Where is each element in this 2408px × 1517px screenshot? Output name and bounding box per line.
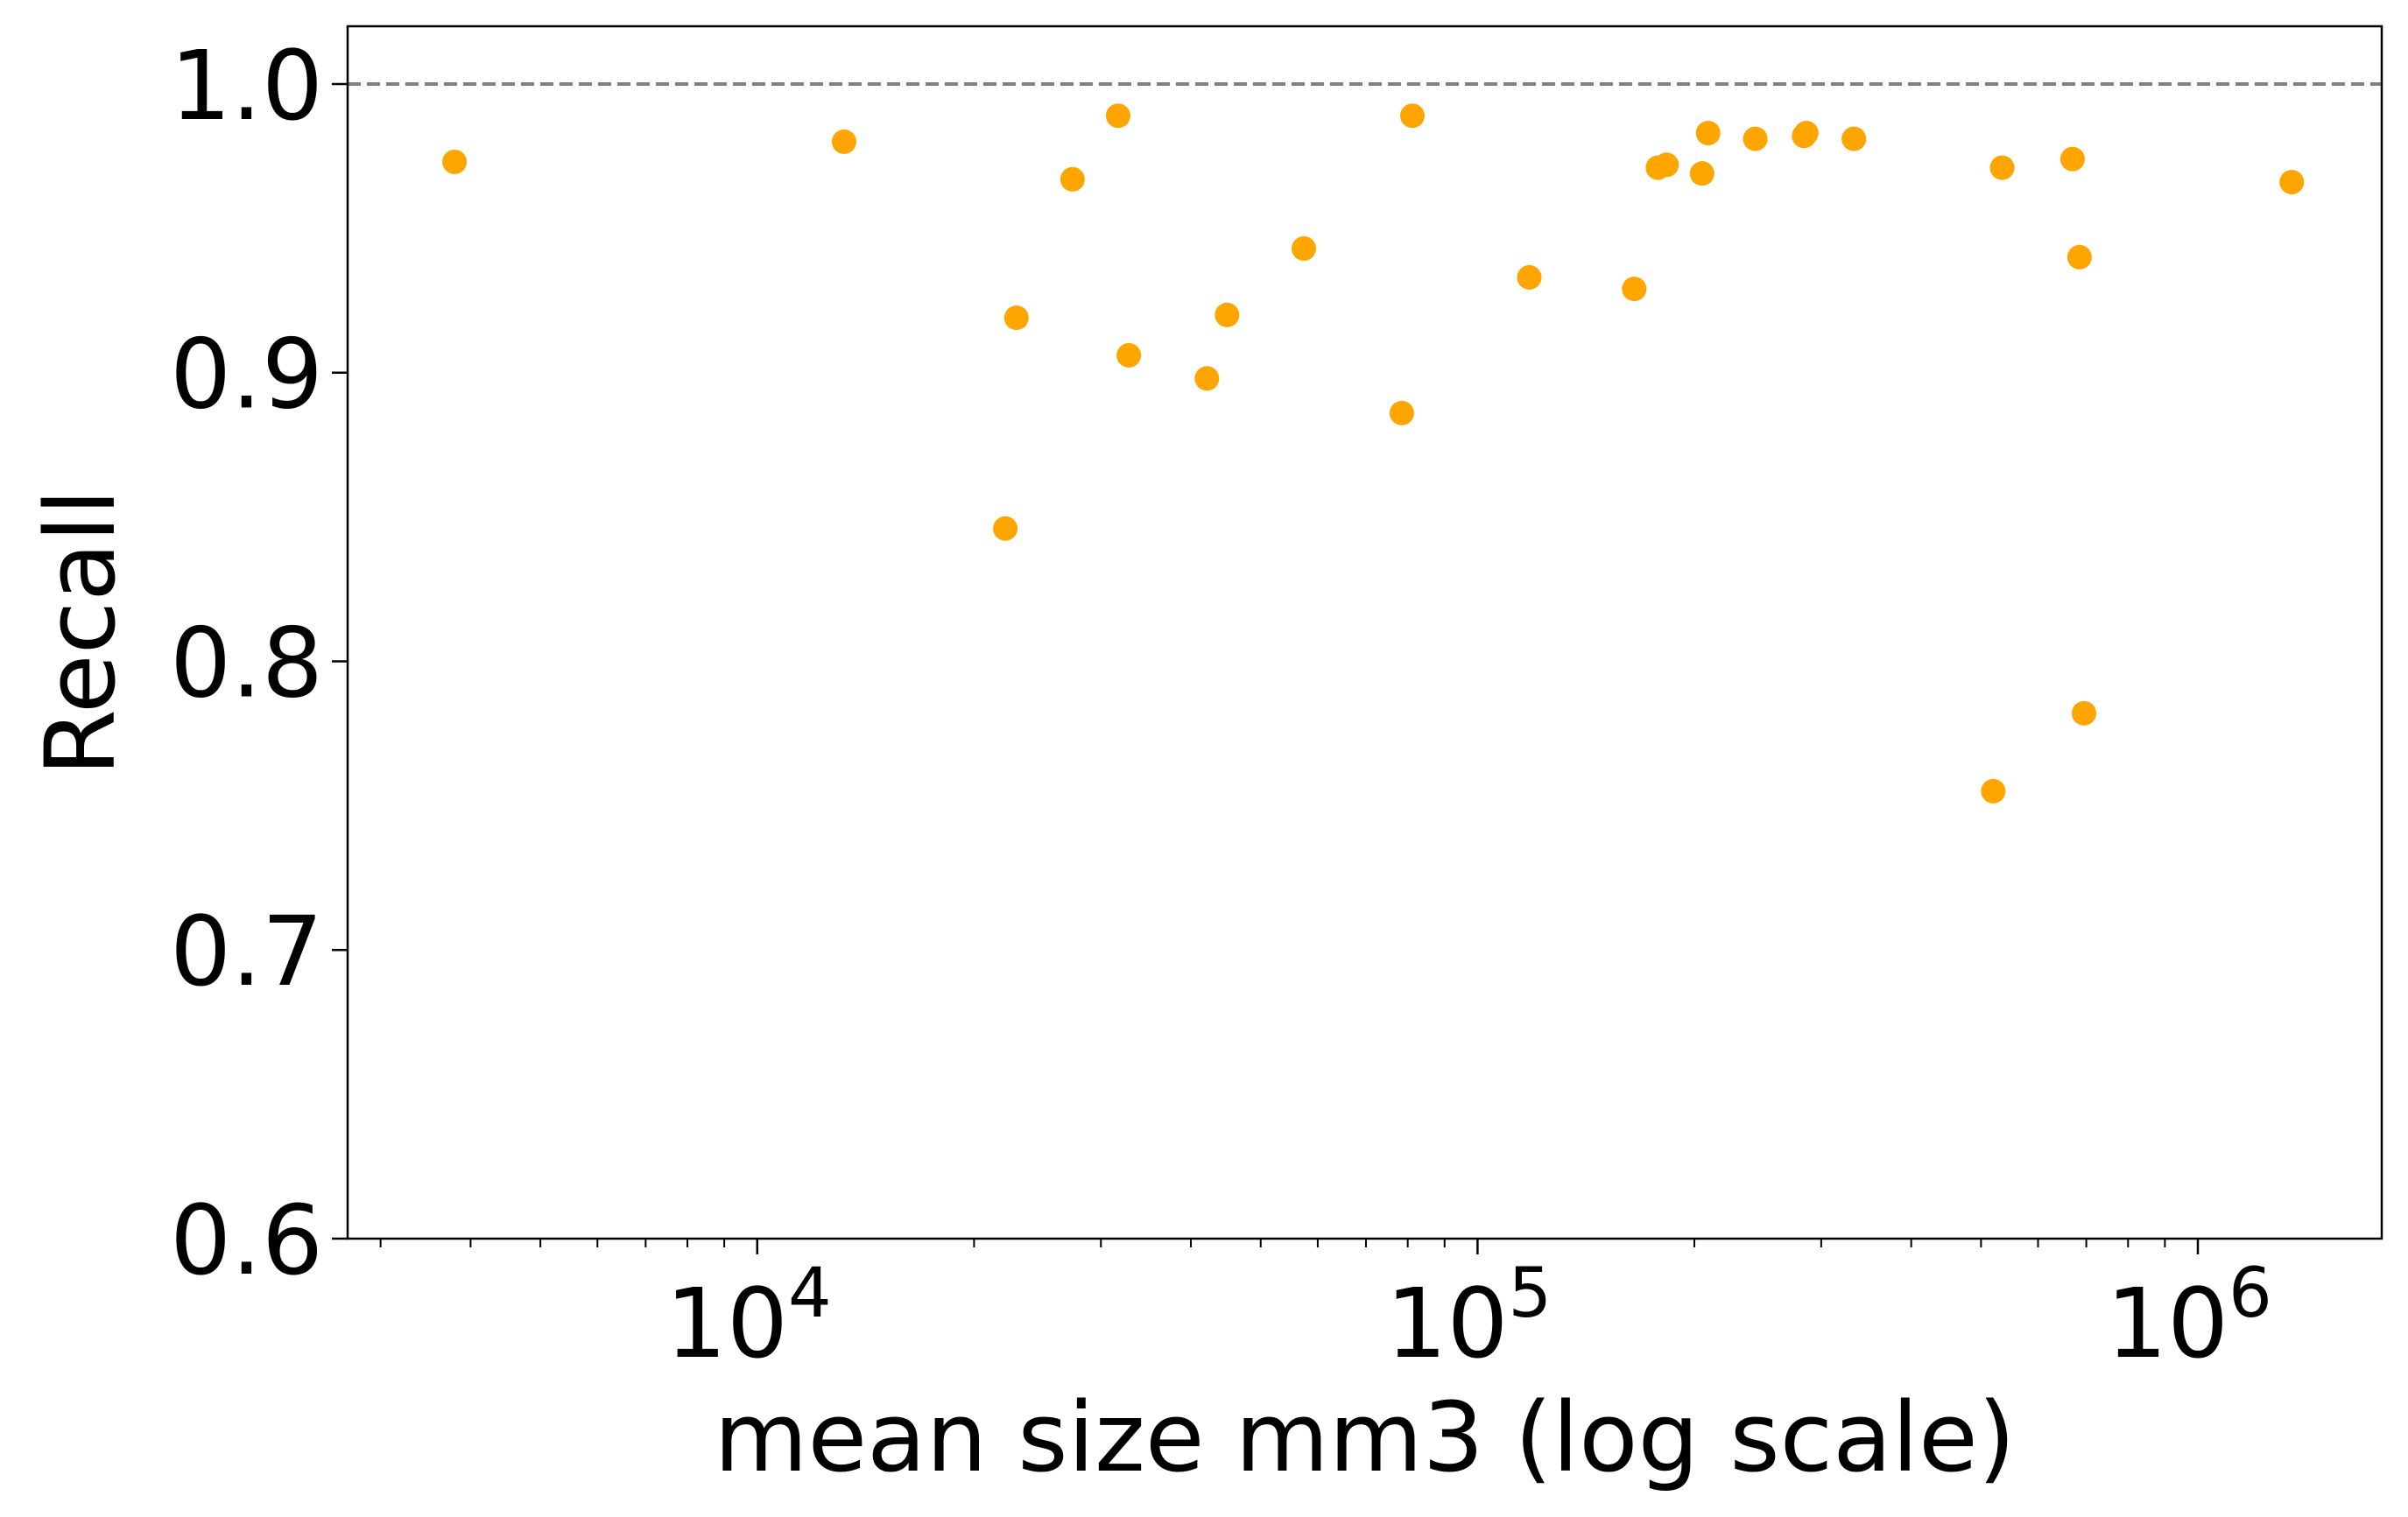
x-tick-label: 104 bbox=[665, 1254, 832, 1380]
y-tick-label: 0.9 bbox=[170, 319, 323, 431]
data-point bbox=[1215, 302, 1240, 327]
data-points bbox=[442, 103, 2305, 804]
data-point bbox=[1743, 126, 1768, 151]
data-point bbox=[1389, 400, 1414, 425]
x-tick-label: 105 bbox=[1386, 1254, 1553, 1380]
data-point bbox=[993, 516, 1018, 541]
data-point bbox=[2059, 146, 2085, 172]
data-point bbox=[1399, 103, 1425, 129]
x-tick-label: 106 bbox=[2106, 1254, 2272, 1380]
data-point bbox=[1003, 306, 1029, 331]
data-point bbox=[1060, 166, 1085, 192]
data-point bbox=[1793, 121, 1819, 146]
data-point bbox=[1654, 152, 1679, 178]
data-point bbox=[2072, 700, 2097, 726]
axis-ticks bbox=[332, 82, 2200, 1254]
data-point bbox=[1989, 155, 2015, 180]
y-tick-label: 0.6 bbox=[170, 1184, 323, 1296]
x-axis-label: mean size mm3 (log scale) bbox=[714, 1381, 2015, 1493]
plot-frame bbox=[346, 25, 2383, 1240]
y-tick-label: 0.8 bbox=[170, 607, 323, 719]
data-point bbox=[1292, 235, 1317, 261]
y-tick-label: 1.0 bbox=[170, 30, 323, 142]
data-point bbox=[2279, 170, 2305, 195]
data-point bbox=[1841, 126, 1867, 151]
data-point bbox=[1695, 121, 1721, 146]
y-axis-label: Recall bbox=[25, 488, 137, 776]
y-tick-label: 0.7 bbox=[170, 895, 323, 1008]
data-point bbox=[1622, 277, 1647, 302]
data-point bbox=[1981, 778, 2006, 804]
data-point bbox=[1116, 342, 1142, 368]
data-point bbox=[1194, 366, 1220, 391]
data-point bbox=[1105, 103, 1130, 129]
data-point bbox=[2067, 244, 2092, 270]
data-point bbox=[442, 149, 468, 174]
data-point bbox=[1517, 264, 1542, 290]
tick-labels: 104 105 106 0.6 0.7 0.8 0.9 1.0 bbox=[170, 30, 2272, 1380]
data-point bbox=[831, 129, 856, 154]
x-minor-ticks bbox=[379, 1239, 2166, 1247]
data-point bbox=[1689, 161, 1714, 186]
